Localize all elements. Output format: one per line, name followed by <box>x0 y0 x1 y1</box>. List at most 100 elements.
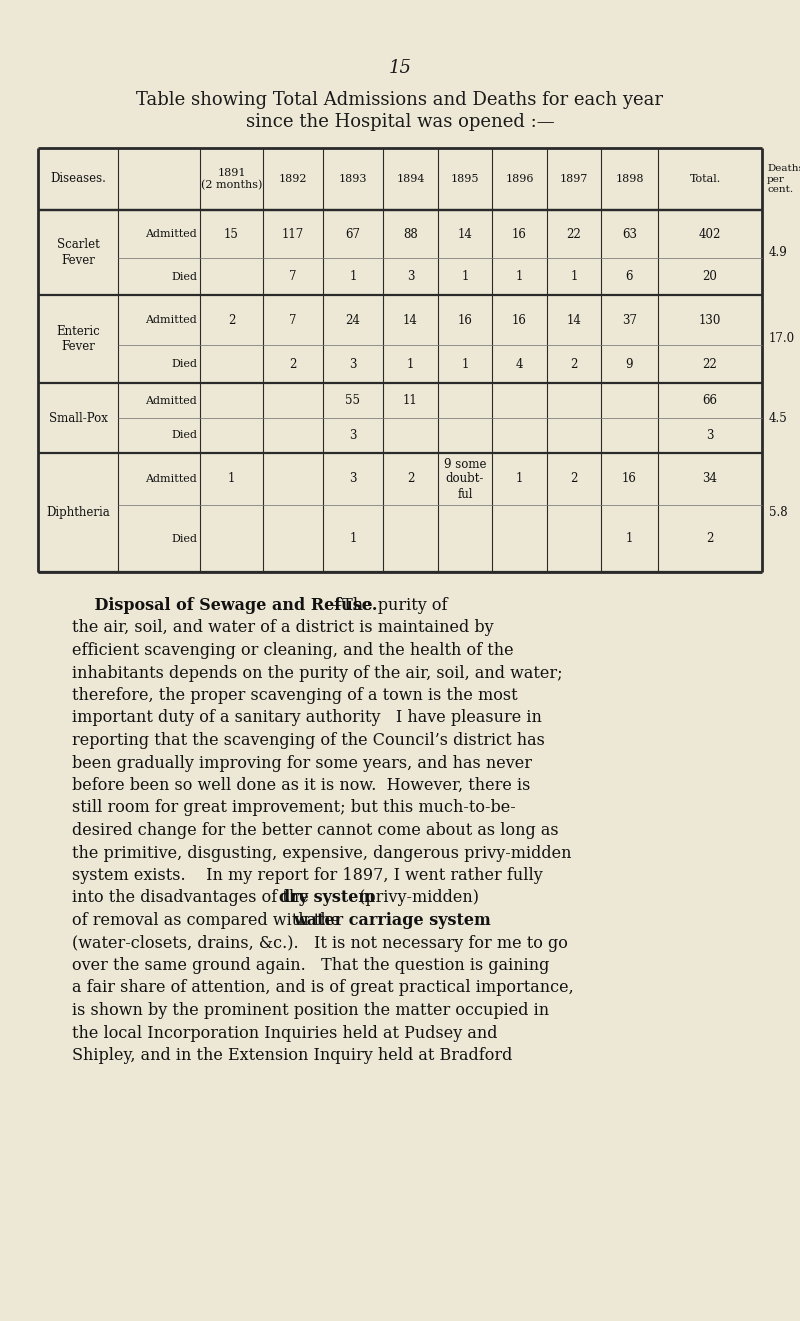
Text: 17.0: 17.0 <box>769 333 795 346</box>
Text: 1: 1 <box>350 532 357 546</box>
Text: 14: 14 <box>403 313 418 326</box>
Text: Died: Died <box>171 534 197 543</box>
Text: Died: Died <box>171 359 197 369</box>
Text: inhabitants depends on the purity of the air, soil, and water;: inhabitants depends on the purity of the… <box>72 664 562 682</box>
Text: 1893: 1893 <box>338 174 367 184</box>
Text: Died: Died <box>171 431 197 440</box>
Text: 7: 7 <box>290 313 297 326</box>
Text: 11: 11 <box>403 394 418 407</box>
Text: 6: 6 <box>626 269 634 283</box>
Text: 9 some
doubt-
ful: 9 some doubt- ful <box>444 457 486 501</box>
Text: 1898: 1898 <box>615 174 644 184</box>
Text: important duty of a sanitary authority   I have pleasure in: important duty of a sanitary authority I… <box>72 709 542 727</box>
Text: 1: 1 <box>626 532 633 546</box>
Text: 1894: 1894 <box>396 174 425 184</box>
Text: 1892: 1892 <box>278 174 307 184</box>
Text: of removal as compared with the: of removal as compared with the <box>72 911 346 929</box>
Text: 1: 1 <box>228 473 235 486</box>
Text: 1896: 1896 <box>506 174 534 184</box>
Text: 117: 117 <box>282 227 304 240</box>
Text: 7: 7 <box>290 269 297 283</box>
Text: system exists.    In my report for 1897, I went rather fully: system exists. In my report for 1897, I … <box>72 867 542 884</box>
Text: Enteric
Fever: Enteric Fever <box>56 325 100 353</box>
Text: 1895: 1895 <box>450 174 479 184</box>
Text: 14: 14 <box>566 313 582 326</box>
Text: Total.: Total. <box>690 174 721 184</box>
Text: the local Incorporation Inquiries held at Pudsey and: the local Incorporation Inquiries held a… <box>72 1025 498 1041</box>
Text: 20: 20 <box>702 269 718 283</box>
Text: before been so well done as it is now.  However, there is: before been so well done as it is now. H… <box>72 777 530 794</box>
Text: 2: 2 <box>570 358 578 370</box>
Text: been gradually improving for some years, and has never: been gradually improving for some years,… <box>72 754 532 771</box>
Text: 9: 9 <box>626 358 634 370</box>
Text: 16: 16 <box>458 313 473 326</box>
Text: 1: 1 <box>570 269 578 283</box>
Text: Small-Pox: Small-Pox <box>49 412 107 424</box>
Text: Table showing Total Admissions and Deaths for each year: Table showing Total Admissions and Death… <box>137 91 663 110</box>
Text: 15: 15 <box>224 227 239 240</box>
Text: 1897: 1897 <box>560 174 588 184</box>
Text: Disposal of Sewage and Refuse.: Disposal of Sewage and Refuse. <box>72 597 378 614</box>
Text: is shown by the prominent position the matter occupied in: is shown by the prominent position the m… <box>72 1003 549 1018</box>
Text: the primitive, disgusting, expensive, dangerous privy-midden: the primitive, disgusting, expensive, da… <box>72 844 571 861</box>
Text: Admitted: Admitted <box>146 395 197 406</box>
Text: 2: 2 <box>407 473 414 486</box>
Text: 3: 3 <box>350 473 357 486</box>
Text: Shipley, and in the Extension Inquiry held at Bradford: Shipley, and in the Extension Inquiry he… <box>72 1048 512 1063</box>
Text: 1: 1 <box>516 473 523 486</box>
Text: desired change for the better cannot come about as long as: desired change for the better cannot com… <box>72 822 558 839</box>
Text: 63: 63 <box>622 227 637 240</box>
Text: over the same ground again.   That the question is gaining: over the same ground again. That the que… <box>72 956 550 974</box>
Text: 1891
(2 months): 1891 (2 months) <box>201 168 262 190</box>
Text: the air, soil, and water of a district is maintained by: the air, soil, and water of a district i… <box>72 620 494 637</box>
Text: Scarlet
Fever: Scarlet Fever <box>57 239 99 267</box>
Text: 22: 22 <box>702 358 718 370</box>
Text: 2: 2 <box>706 532 714 546</box>
Text: efficient scavenging or cleaning, and the health of the: efficient scavenging or cleaning, and th… <box>72 642 514 659</box>
Text: 16: 16 <box>512 313 527 326</box>
Text: dry system: dry system <box>279 889 375 906</box>
Text: 3: 3 <box>406 269 414 283</box>
Text: Died: Died <box>171 272 197 281</box>
Text: 3: 3 <box>350 429 357 443</box>
Text: 5.8: 5.8 <box>769 506 788 519</box>
Text: 2: 2 <box>290 358 297 370</box>
Text: into the disadvantages of the: into the disadvantages of the <box>72 889 314 906</box>
Text: —The purity of: —The purity of <box>326 597 448 614</box>
Text: 2: 2 <box>570 473 578 486</box>
Text: 1: 1 <box>350 269 357 283</box>
Text: Diseases.: Diseases. <box>50 173 106 185</box>
Text: still room for great improvement; but this much-to-be-: still room for great improvement; but th… <box>72 799 516 816</box>
Text: therefore, the proper scavenging of a town is the most: therefore, the proper scavenging of a to… <box>72 687 518 704</box>
Text: 37: 37 <box>622 313 637 326</box>
Text: Admitted: Admitted <box>146 474 197 483</box>
Text: Diphtheria: Diphtheria <box>46 506 110 519</box>
Text: 66: 66 <box>702 394 718 407</box>
Text: water carriage system: water carriage system <box>293 911 490 929</box>
Text: 4.9: 4.9 <box>769 246 788 259</box>
Text: 15: 15 <box>389 59 411 77</box>
Text: reporting that the scavenging of the Council’s district has: reporting that the scavenging of the Cou… <box>72 732 545 749</box>
Text: 88: 88 <box>403 227 418 240</box>
Text: 1: 1 <box>407 358 414 370</box>
Text: (privy-midden): (privy-midden) <box>354 889 478 906</box>
Text: 2: 2 <box>228 313 235 326</box>
Text: Admitted: Admitted <box>146 314 197 325</box>
Text: since the Hospital was opened :—: since the Hospital was opened :— <box>246 114 554 131</box>
Text: 16: 16 <box>512 227 527 240</box>
Text: 3: 3 <box>706 429 714 443</box>
Text: 4.5: 4.5 <box>769 412 788 424</box>
Text: Deaths
per
cent.: Deaths per cent. <box>767 164 800 194</box>
Text: 3: 3 <box>350 358 357 370</box>
Text: 14: 14 <box>458 227 473 240</box>
Text: 34: 34 <box>702 473 718 486</box>
Text: 1: 1 <box>516 269 523 283</box>
Text: (water-closets, drains, &c.).   It is not necessary for me to go: (water-closets, drains, &c.). It is not … <box>72 934 568 951</box>
Text: 22: 22 <box>566 227 582 240</box>
Text: 67: 67 <box>346 227 361 240</box>
Text: a fair share of attention, and is of great practical importance,: a fair share of attention, and is of gre… <box>72 979 574 996</box>
Text: 55: 55 <box>346 394 361 407</box>
Text: 1: 1 <box>462 358 469 370</box>
Text: 1: 1 <box>462 269 469 283</box>
Text: 402: 402 <box>699 227 721 240</box>
